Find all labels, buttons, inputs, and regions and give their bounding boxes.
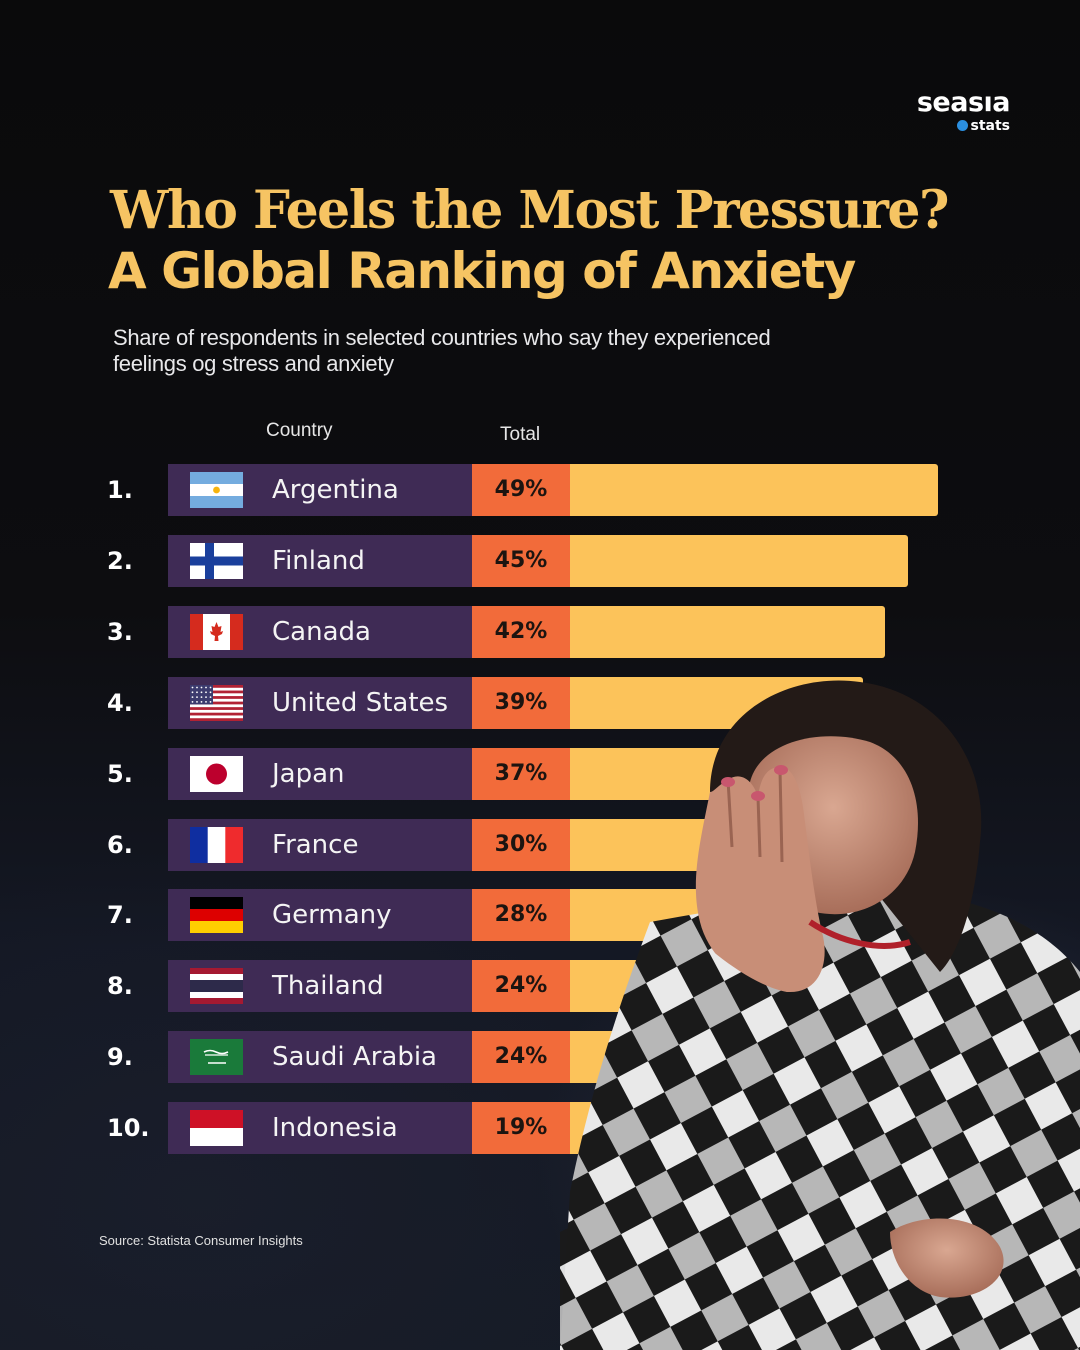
brand-logo: seasıa stats [916, 87, 1011, 135]
rank-label: 8. [107, 972, 133, 1001]
france-flag-icon [190, 826, 243, 863]
thailand-flag-icon [190, 968, 243, 1005]
rank-label: 7. [107, 901, 133, 930]
value-label: 42% [472, 605, 570, 658]
germany-flag-icon [190, 897, 243, 934]
value-label: 28% [472, 889, 570, 942]
column-header-total: Total [500, 424, 541, 445]
brand-dot-icon [956, 120, 968, 131]
rank-label: 4. [107, 688, 133, 717]
value-label: 24% [472, 1031, 570, 1084]
value-label: 49% [472, 464, 570, 516]
country-name: Germany [272, 900, 392, 931]
rank-label: 1. [107, 476, 133, 504]
country-name: Argentina [272, 475, 399, 505]
bar [570, 464, 938, 516]
country-row: Saudi Arabia [168, 1031, 472, 1084]
country-name: Canada [272, 616, 371, 647]
country-name: Indonesia [272, 1113, 398, 1144]
source-note: Source: Statista Consumer Insights [99, 1233, 303, 1248]
indonesia-flag-icon [190, 1110, 243, 1147]
rank-label: 5. [107, 759, 133, 788]
canada-flag-icon [190, 613, 243, 650]
value-label: 24% [472, 960, 570, 1013]
country-row: United States [168, 676, 472, 729]
country-row: Indonesia [168, 1102, 472, 1155]
rank-label: 3. [107, 617, 133, 646]
brand-name: seasıa [916, 87, 1011, 118]
rank-label: 2. [107, 546, 133, 575]
bar [570, 605, 886, 658]
bar [570, 534, 908, 587]
country-row: Argentina [168, 464, 472, 516]
title-line-2: A Global Ranking of Anxiety [108, 242, 856, 300]
country-row: Germany [168, 889, 472, 942]
rank-label: 9. [107, 1043, 133, 1072]
rank-label: 6. [107, 830, 133, 859]
country-name: Thailand [272, 971, 384, 1002]
country-row: Japan [168, 747, 472, 800]
saudi-arabia-flag-icon [190, 1039, 243, 1076]
country-name: Saudi Arabia [272, 1042, 437, 1073]
value-label: 37% [472, 747, 570, 800]
woman-photo [560, 680, 1080, 1350]
country-row: France [168, 818, 472, 871]
argentina-flag-icon [190, 472, 243, 508]
value-label: 30% [472, 818, 570, 871]
country-row: Thailand [168, 960, 472, 1013]
country-name: France [272, 829, 359, 860]
country-row: Finland [168, 534, 472, 587]
united-states-flag-icon [190, 684, 243, 721]
japan-flag-icon [190, 755, 243, 792]
country-name: Japan [272, 758, 345, 789]
value-label: 45% [472, 534, 570, 587]
country-row: Canada [168, 605, 472, 658]
finland-flag-icon [190, 542, 243, 579]
rank-label: 10. [107, 1114, 150, 1143]
country-name: Finland [272, 545, 365, 576]
value-label: 39% [472, 676, 570, 729]
title-line-1: Who Feels the Most Pressure? [110, 180, 949, 241]
subtitle: Share of respondents in selected countri… [113, 325, 771, 376]
country-name: United States [272, 687, 449, 718]
value-label: 19% [472, 1102, 570, 1155]
brand-sub-label: stats [970, 118, 1011, 134]
brand-sub: stats [917, 118, 1010, 134]
column-header-country: Country [266, 420, 333, 441]
